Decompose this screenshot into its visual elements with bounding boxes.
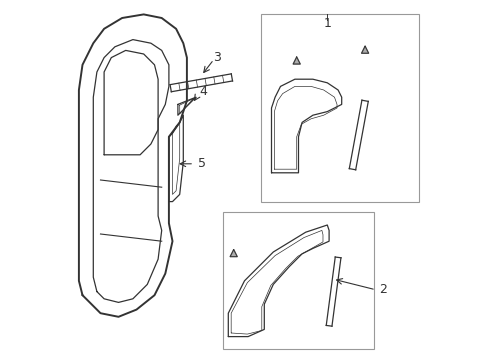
Text: 5: 5 [197, 157, 205, 170]
Polygon shape [361, 46, 368, 53]
Polygon shape [292, 57, 300, 64]
Text: 1: 1 [323, 17, 330, 30]
Text: 3: 3 [213, 51, 221, 64]
Bar [223, 212, 373, 349]
Bar [260, 14, 418, 202]
Text: 4: 4 [199, 85, 206, 98]
Polygon shape [230, 249, 237, 257]
Text: 2: 2 [379, 283, 386, 296]
